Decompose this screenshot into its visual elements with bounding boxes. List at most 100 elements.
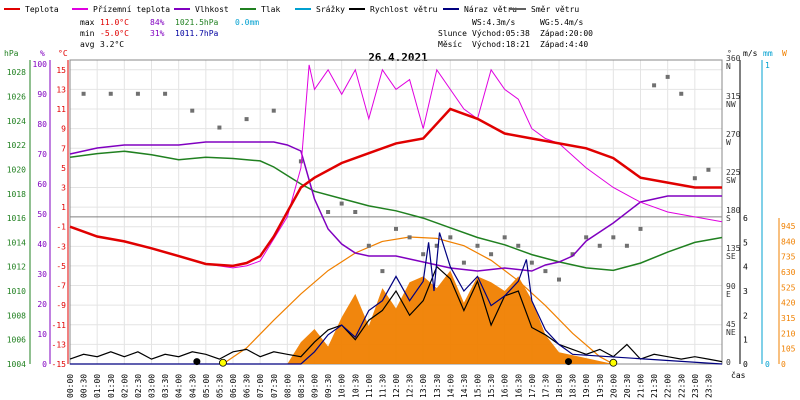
stat-avg-label: avg (80, 40, 95, 49)
hpa-tick-label: 1004 (7, 360, 26, 369)
wind-dir-point (448, 235, 453, 240)
x-tick-label: 23:30 (704, 374, 713, 398)
hpa-tick-label: 1028 (7, 68, 26, 77)
hpa-tick-label: 1012 (7, 263, 26, 272)
legend-label-ground: Přízemní teplota (93, 5, 170, 14)
wind-dir-point (692, 176, 697, 181)
x-tick-label: 14:00 (446, 374, 455, 398)
ms-tick-label: 4 (743, 263, 748, 272)
dir-tick-label: 90 (726, 282, 736, 291)
w-tick-label: 735 (781, 253, 796, 262)
stat-min-temp: -5.0°C (100, 29, 129, 38)
x-tick-label: 17:30 (541, 374, 550, 398)
x-tick-label: 09:00 (311, 374, 320, 398)
w-tick-label: 105 (781, 345, 796, 354)
pct-tick-label: 60 (37, 180, 47, 189)
dir-tick-label: N (726, 62, 731, 71)
wind-dir-point (597, 243, 602, 248)
x-tick-label: 22:30 (677, 374, 686, 398)
x-tick-label: 18:30 (569, 374, 578, 398)
wind-dir-point (244, 117, 249, 122)
wind-dir-point (665, 74, 670, 79)
dir-tick-label: 180 (726, 206, 741, 215)
x-tick-label: 05:00 (202, 374, 211, 398)
stat-min-press: 1011.7hPa (175, 29, 219, 38)
unit-w: W (782, 49, 787, 58)
stat-avg-temp: 3.2°C (100, 40, 124, 49)
x-tick-label: 06:30 (243, 374, 252, 398)
legend-label-rain: Srážky (316, 5, 345, 14)
dir-tick-label: NW (726, 100, 736, 109)
x-tick-label: 11:30 (378, 374, 387, 398)
w-tick-label: 420 (781, 299, 796, 308)
w-tick-label: 0 (781, 360, 786, 369)
unit-time: čas (731, 370, 746, 380)
x-tick-label: 12:00 (392, 374, 401, 398)
wind-wg: WG:5.4m/s (540, 18, 584, 27)
wind-dir-point (380, 269, 385, 274)
wind-dir-point (489, 252, 494, 257)
pct-tick-label: 90 (37, 90, 47, 99)
x-tick-label: 01:00 (93, 374, 102, 398)
stat-max-hum: 84% (150, 18, 165, 27)
temp-tick-label: -15 (52, 360, 67, 369)
temperature-line (69, 107, 722, 268)
x-tick-label: 11:00 (365, 374, 374, 398)
unit-pct: % (40, 49, 45, 58)
wind-dir-point (190, 108, 195, 113)
mm-tick-label: 0 (765, 360, 770, 369)
wind-dir-point (611, 235, 616, 240)
dir-tick-label: E (726, 290, 731, 299)
temp-tick-label: 5 (61, 164, 66, 173)
dir-tick-label: 135 (726, 244, 741, 253)
w-tick-label: 840 (781, 237, 796, 246)
x-tick-label: 12:30 (406, 374, 415, 398)
wind-dir-point (271, 108, 276, 113)
pressure-line (69, 150, 723, 272)
x-tick-label: 07:30 (270, 374, 279, 398)
x-tick-label: 19:30 (596, 374, 605, 398)
hpa-tick-label: 1020 (7, 165, 26, 174)
sunset-marker (609, 358, 618, 367)
hpa-tick-label: 1018 (7, 190, 26, 199)
wind-dir-point (529, 260, 534, 265)
stat-min-label: min (80, 29, 95, 38)
x-tick-label: 16:30 (514, 374, 523, 398)
x-tick-label: 23:00 (691, 374, 700, 398)
x-tick-label: 03:30 (161, 374, 170, 398)
sunrise-marker (219, 358, 227, 367)
wind-dir-point (652, 83, 657, 88)
x-tick-label: 05:30 (215, 374, 224, 398)
wind-dir-point (163, 91, 168, 96)
wind-dir-point (108, 91, 113, 96)
dir-tick-label: NE (726, 328, 736, 337)
pct-tick-label: 30 (37, 270, 47, 279)
dir-tick-label: SW (726, 176, 736, 185)
axes-layer: 1004100610081010101210141016101810201022… (7, 54, 796, 398)
wind-dir-point (638, 226, 643, 231)
legend-label-hum: Vlhkost (195, 5, 229, 14)
unit-degc: °C (58, 49, 68, 58)
x-tick-label: 07:00 (256, 374, 265, 398)
temp-tick-label: -13 (52, 340, 67, 349)
wind-dir-point (543, 269, 548, 274)
hpa-tick-label: 1016 (7, 214, 26, 223)
wind-dir-point (461, 260, 466, 265)
dir-tick-label: 225 (726, 168, 741, 177)
dir-tick-label: 360 (726, 54, 741, 63)
x-tick-label: 03:00 (148, 374, 157, 398)
wind-ws: WS:4.3m/s (472, 18, 516, 27)
pct-tick-label: 20 (37, 300, 47, 309)
wind-dir-point (81, 91, 86, 96)
stat-max-temp: 11.0°C (100, 18, 129, 27)
x-tick-label: 21:30 (650, 374, 659, 398)
temp-tick-label: 13 (56, 85, 66, 94)
x-tick-label: 02:00 (120, 374, 129, 398)
stat-max-press: 1021.5hPa (175, 18, 219, 27)
temp-tick-label: 15 (56, 66, 66, 75)
x-tick-label: 19:00 (582, 374, 591, 398)
pct-tick-label: 0 (42, 360, 47, 369)
x-tick-label: 00:00 (66, 374, 75, 398)
axis-units: hPa % °C ° m/s mm W čas (4, 49, 787, 380)
